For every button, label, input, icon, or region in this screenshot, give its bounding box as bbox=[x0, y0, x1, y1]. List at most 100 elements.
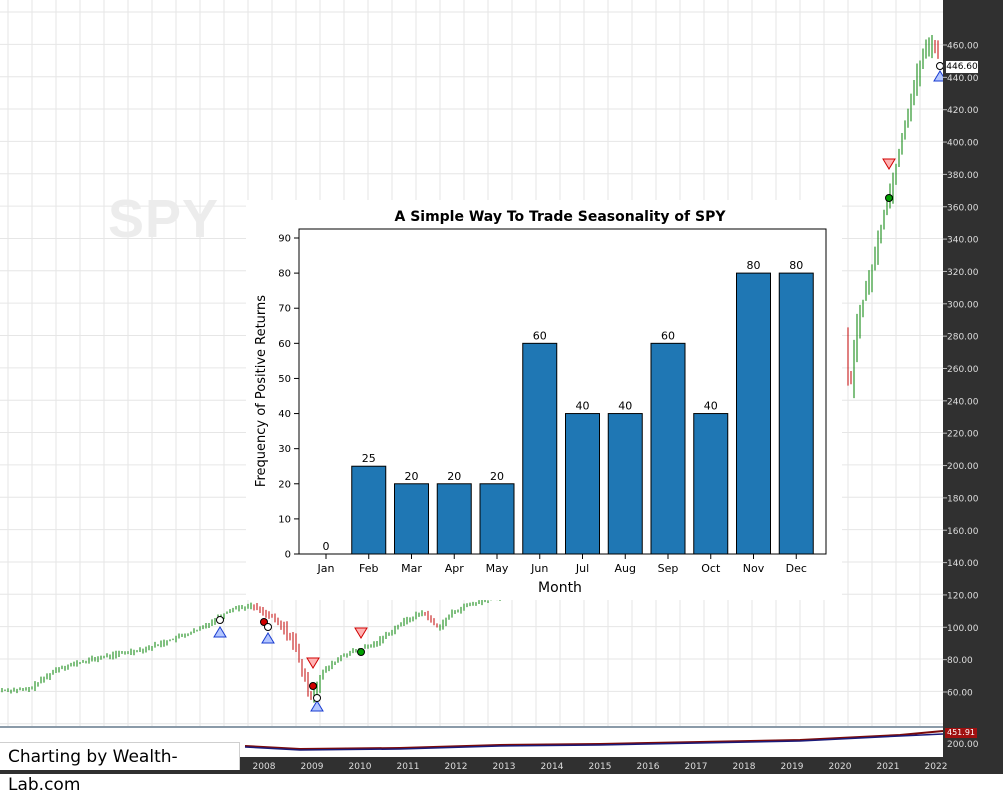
year-tick-label: 2022 bbox=[925, 762, 948, 772]
year-tick-label: 2015 bbox=[589, 762, 612, 772]
bar-nov bbox=[736, 272, 771, 555]
symbol-watermark: SPY bbox=[108, 189, 220, 249]
data-label-dec: 80 bbox=[789, 259, 803, 272]
x-tick-label-sep: Sep bbox=[658, 562, 679, 575]
buy-signal-icon bbox=[213, 626, 227, 638]
seasonality-chart-inset: A Simple Way To Trade Seasonality of SPY… bbox=[246, 200, 842, 600]
lower-pane-tick: 200.00 bbox=[947, 740, 979, 750]
year-tick-label: 2016 bbox=[637, 762, 660, 772]
y-tick-label: 60 bbox=[278, 339, 291, 350]
price-axis-ticks: 460.00 440.00 420.00 400.00 380.00 360.00 340.… bbox=[943, 42, 979, 699]
price-tick-label: 380.00 bbox=[947, 171, 979, 181]
price-tick-label: 440.00 bbox=[947, 74, 979, 84]
year-tick-label: 2021 bbox=[877, 762, 900, 772]
price-tick-label: 120.00 bbox=[947, 591, 979, 601]
bar-dec bbox=[778, 272, 814, 555]
data-label-sep: 60 bbox=[661, 329, 675, 342]
price-tick-label: 300.00 bbox=[947, 300, 979, 310]
fill-marker-icon bbox=[885, 194, 893, 202]
buy-signal-icon bbox=[310, 700, 324, 712]
data-label-jun: 60 bbox=[533, 329, 547, 342]
price-tick-label: 160.00 bbox=[947, 527, 979, 537]
lower-pane-line-blue bbox=[244, 733, 944, 751]
lower-pane-value-tag: 451.91 bbox=[945, 728, 977, 738]
bar-jul bbox=[565, 413, 600, 555]
bar-may bbox=[479, 483, 515, 555]
plot-frame bbox=[298, 228, 827, 555]
price-candles bbox=[1, 35, 939, 703]
bar-oct bbox=[693, 413, 729, 555]
data-label-jul: 40 bbox=[576, 400, 590, 413]
date-axis-panel bbox=[0, 757, 1003, 774]
fill-marker-icon bbox=[936, 62, 944, 70]
data-label-oct: 40 bbox=[704, 400, 718, 413]
fill-marker-icon bbox=[357, 648, 365, 656]
x-tick-label-jun: Jun bbox=[530, 562, 548, 575]
price-tick-label: 100.00 bbox=[947, 624, 979, 634]
x-tick-label-oct: Oct bbox=[701, 562, 721, 575]
y-tick-label: 10 bbox=[278, 514, 291, 525]
data-label-feb: 25 bbox=[362, 452, 376, 465]
bar-jun bbox=[522, 342, 558, 555]
price-tick-label: 460.00 bbox=[947, 42, 979, 52]
lower-pane-line-red bbox=[244, 730, 944, 751]
x-tick-label-nov: Nov bbox=[743, 562, 765, 575]
price-tick-label: 220.00 bbox=[947, 430, 979, 440]
price-tick-label: 280.00 bbox=[947, 333, 979, 343]
x-tick-label-jan: Jan bbox=[317, 562, 335, 575]
x-tick-label-jul: Jul bbox=[575, 562, 589, 575]
bar-feb bbox=[351, 465, 387, 555]
wealth-lab-credit[interactable]: Charting by Wealth-Lab.com bbox=[0, 742, 240, 795]
buy-signal-icon bbox=[261, 632, 275, 644]
data-label-aug: 40 bbox=[618, 400, 632, 413]
price-tick-label: 340.00 bbox=[947, 236, 979, 246]
price-tick-label: 360.00 bbox=[947, 203, 979, 213]
price-tick-label: 320.00 bbox=[947, 268, 979, 278]
bar-mar bbox=[394, 483, 429, 555]
bars: 0 25 20 20 20 60 40 40 60 40 80 80 bbox=[323, 259, 814, 555]
x-tick-label-dec: Dec bbox=[786, 562, 807, 575]
date-axis-ticks: 2008 2009 2010 2011 2012 2013 2014 2015 2016 2017… bbox=[253, 762, 948, 772]
bar-sep bbox=[650, 342, 686, 555]
sell-signal-icon bbox=[354, 627, 368, 639]
price-tick-label: 80.00 bbox=[947, 656, 973, 666]
year-tick-label: 2012 bbox=[445, 762, 468, 772]
y-axis-label: Frequency of Positive Returns bbox=[254, 295, 269, 487]
year-tick-label: 2009 bbox=[301, 762, 324, 772]
price-tick-label: 400.00 bbox=[947, 139, 979, 149]
y-tick-label: 70 bbox=[278, 304, 291, 315]
x-axis-ticks: Jan Feb Mar Apr May Jun Jul Aug Sep Oct Nov Dec bbox=[317, 554, 807, 575]
year-tick-label: 2019 bbox=[781, 762, 804, 772]
y-tick-label: 30 bbox=[278, 444, 291, 455]
data-label-mar: 20 bbox=[405, 470, 419, 483]
price-tick-label: 140.00 bbox=[947, 559, 979, 569]
data-label-jan: 0 bbox=[323, 540, 330, 553]
year-tick-label: 2020 bbox=[829, 762, 852, 772]
price-tick-label: 260.00 bbox=[947, 365, 979, 375]
bar-aug bbox=[607, 413, 643, 555]
y-tick-label: 80 bbox=[278, 269, 291, 280]
x-tick-label-mar: Mar bbox=[401, 562, 422, 575]
price-tick-label: 240.00 bbox=[947, 397, 979, 407]
fill-marker-icon bbox=[216, 616, 224, 624]
y-tick-label: 20 bbox=[278, 479, 291, 490]
x-tick-label-may: May bbox=[486, 562, 509, 575]
bar-apr bbox=[436, 483, 472, 555]
seasonality-bar-chart: A Simple Way To Trade Seasonality of SPY… bbox=[254, 209, 827, 596]
year-tick-label: 2011 bbox=[397, 762, 420, 772]
price-tick-label: 180.00 bbox=[947, 494, 979, 504]
y-tick-label: 50 bbox=[278, 374, 291, 385]
sell-signal-icon bbox=[306, 657, 320, 669]
last-price-tag: 446.60 bbox=[945, 60, 979, 74]
x-tick-label-apr: Apr bbox=[445, 562, 465, 575]
x-axis-label: Month bbox=[538, 580, 582, 596]
year-tick-label: 2013 bbox=[493, 762, 516, 772]
year-tick-label: 2008 bbox=[253, 762, 276, 772]
y-tick-label: 0 bbox=[285, 550, 291, 561]
fill-marker-icon bbox=[313, 694, 321, 702]
pane-divider[interactable] bbox=[0, 726, 943, 728]
x-tick-label-aug: Aug bbox=[615, 562, 636, 575]
year-tick-label: 2018 bbox=[733, 762, 756, 772]
fill-marker-icon bbox=[264, 623, 272, 631]
price-tick-label: 420.00 bbox=[947, 106, 979, 116]
